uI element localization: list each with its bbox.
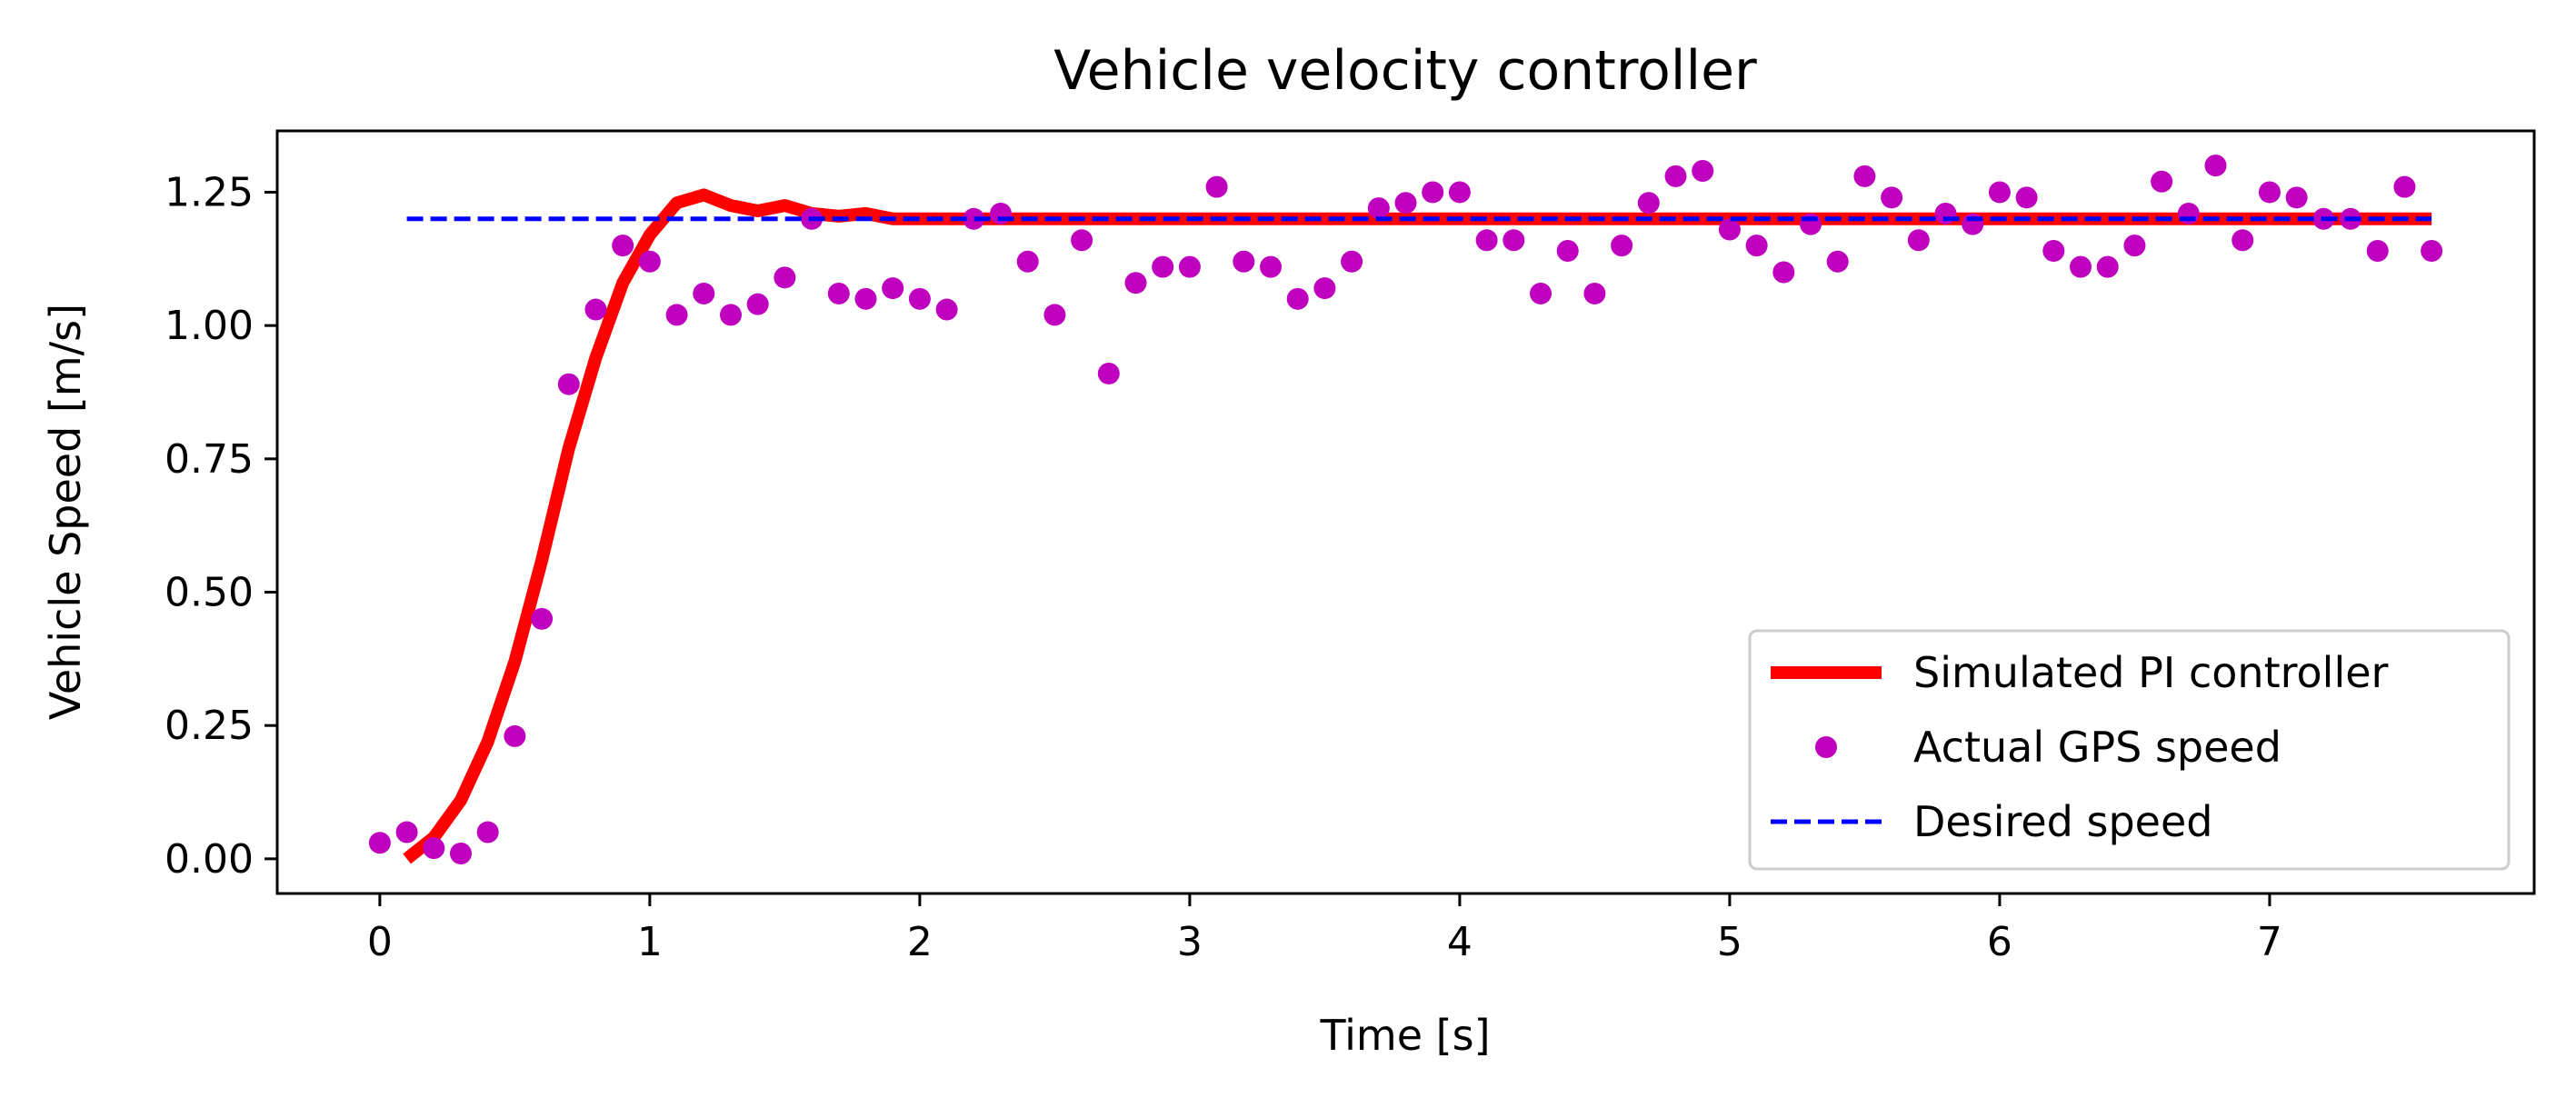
gps-speed-point bbox=[1935, 203, 1957, 225]
gps-speed-point bbox=[558, 374, 580, 395]
gps-speed-point bbox=[1287, 288, 1309, 310]
gps-speed-point bbox=[990, 203, 1012, 225]
gps-speed-point bbox=[369, 832, 391, 853]
gps-speed-point bbox=[396, 822, 418, 843]
gps-speed-point bbox=[612, 235, 634, 256]
gps-speed-point bbox=[1017, 251, 1039, 273]
gps-speed-point bbox=[1611, 235, 1632, 256]
gps-speed-point bbox=[1476, 229, 1498, 251]
gps-speed-point bbox=[1665, 165, 1687, 187]
gps-speed-point bbox=[477, 822, 499, 843]
x-tick-label: 4 bbox=[1447, 919, 1473, 965]
gps-speed-point bbox=[1746, 235, 1768, 256]
gps-speed-point bbox=[531, 608, 553, 630]
gps-speed-point bbox=[2232, 229, 2253, 251]
gps-speed-point bbox=[1800, 214, 1822, 235]
gps-speed-point bbox=[2123, 235, 2145, 256]
gps-speed-point bbox=[1557, 240, 1579, 262]
legend: Simulated PI controller Actual GPS speed… bbox=[1750, 631, 2509, 869]
gps-speed-point bbox=[1206, 176, 1228, 198]
gps-speed-point bbox=[2070, 256, 2092, 278]
gps-speed-point bbox=[1908, 229, 1930, 251]
gps-speed-point bbox=[774, 266, 795, 288]
gps-speed-point bbox=[1368, 197, 1390, 219]
gps-speed-point bbox=[747, 294, 769, 315]
gps-speed-point bbox=[2016, 186, 2038, 208]
gps-speed-point bbox=[1530, 283, 1552, 304]
gps-speed-point bbox=[909, 288, 931, 310]
legend-label-gps-speed: Actual GPS speed bbox=[1913, 723, 2281, 772]
legend-label-simulated-pi: Simulated PI controller bbox=[1913, 648, 2389, 697]
gps-speed-point bbox=[584, 299, 606, 321]
x-tick-label: 7 bbox=[2257, 919, 2282, 965]
gps-speed-point bbox=[1449, 181, 1471, 203]
gps-speed-point bbox=[1179, 256, 1201, 278]
x-tick-label: 3 bbox=[1177, 919, 1203, 965]
gps-speed-point bbox=[2259, 181, 2281, 203]
gps-speed-point bbox=[936, 299, 958, 321]
x-tick-label: 5 bbox=[1717, 919, 1742, 965]
gps-speed-point bbox=[1989, 181, 2011, 203]
gps-speed-point bbox=[1692, 160, 1713, 182]
gps-speed-point bbox=[1853, 165, 1875, 187]
gps-speed-point bbox=[828, 283, 850, 304]
gps-speed-point bbox=[1395, 192, 1417, 214]
gps-speed-point bbox=[2205, 155, 2227, 176]
x-axis-label: Time [s] bbox=[1319, 1011, 1490, 1060]
gps-speed-point bbox=[2178, 203, 2200, 225]
gps-speed-point bbox=[2151, 171, 2172, 193]
gps-speed-point bbox=[1260, 256, 1282, 278]
gps-speed-point bbox=[854, 288, 876, 310]
gps-speed-point bbox=[639, 251, 661, 273]
gps-speed-point bbox=[1043, 304, 1065, 325]
x-tick-label: 0 bbox=[367, 919, 393, 965]
gps-speed-point bbox=[450, 843, 472, 864]
gps-speed-point bbox=[1638, 192, 1660, 214]
y-axis-label: Vehicle Speed [m/s] bbox=[41, 304, 90, 720]
gps-speed-point bbox=[1583, 283, 1605, 304]
gps-speed-point bbox=[1341, 251, 1363, 273]
gps-speed-point bbox=[2367, 240, 2389, 262]
gps-speed-point bbox=[720, 304, 742, 325]
gps-speed-point bbox=[2042, 240, 2064, 262]
gps-speed-point bbox=[1962, 214, 1983, 235]
y-tick-label: 1.00 bbox=[165, 303, 254, 349]
x-tick-label: 1 bbox=[637, 919, 663, 965]
gps-speed-point bbox=[1881, 186, 1902, 208]
gps-speed-point bbox=[1098, 363, 1120, 384]
gps-speed-point bbox=[666, 304, 688, 325]
chart-title: Vehicle velocity controller bbox=[1053, 39, 1757, 103]
gps-speed-point bbox=[1313, 277, 1335, 299]
gps-speed-point bbox=[504, 725, 525, 747]
gps-speed-point bbox=[2286, 186, 2308, 208]
gps-speed-point bbox=[1503, 229, 1524, 251]
gps-speed-point bbox=[2393, 176, 2415, 198]
gps-speed-point bbox=[423, 837, 444, 859]
gps-speed-point bbox=[2097, 256, 2119, 278]
y-tick-label: 0.75 bbox=[165, 436, 254, 483]
gps-speed-point bbox=[1152, 256, 1173, 278]
gps-speed-point bbox=[1233, 251, 1254, 273]
gps-speed-point bbox=[1071, 229, 1093, 251]
gps-speed-point bbox=[1772, 261, 1794, 283]
x-tick-label: 6 bbox=[1987, 919, 2012, 965]
y-tick-label: 1.25 bbox=[165, 169, 254, 215]
gps-speed-point bbox=[693, 283, 714, 304]
gps-speed-point bbox=[2421, 240, 2442, 262]
gps-speed-point bbox=[1124, 272, 1146, 294]
y-tick-label: 0.25 bbox=[165, 703, 254, 749]
y-tick-label: 0.00 bbox=[165, 836, 254, 883]
gps-speed-point bbox=[882, 277, 904, 299]
gps-speed-point bbox=[1827, 251, 1849, 273]
x-tick-label: 2 bbox=[907, 919, 933, 965]
gps-speed-point bbox=[1719, 219, 1741, 241]
legend-marker-gps-speed bbox=[1815, 736, 1837, 758]
legend-label-desired-speed: Desired speed bbox=[1913, 797, 2212, 846]
y-tick-label: 0.50 bbox=[165, 570, 254, 616]
gps-speed-point bbox=[1422, 181, 1443, 203]
